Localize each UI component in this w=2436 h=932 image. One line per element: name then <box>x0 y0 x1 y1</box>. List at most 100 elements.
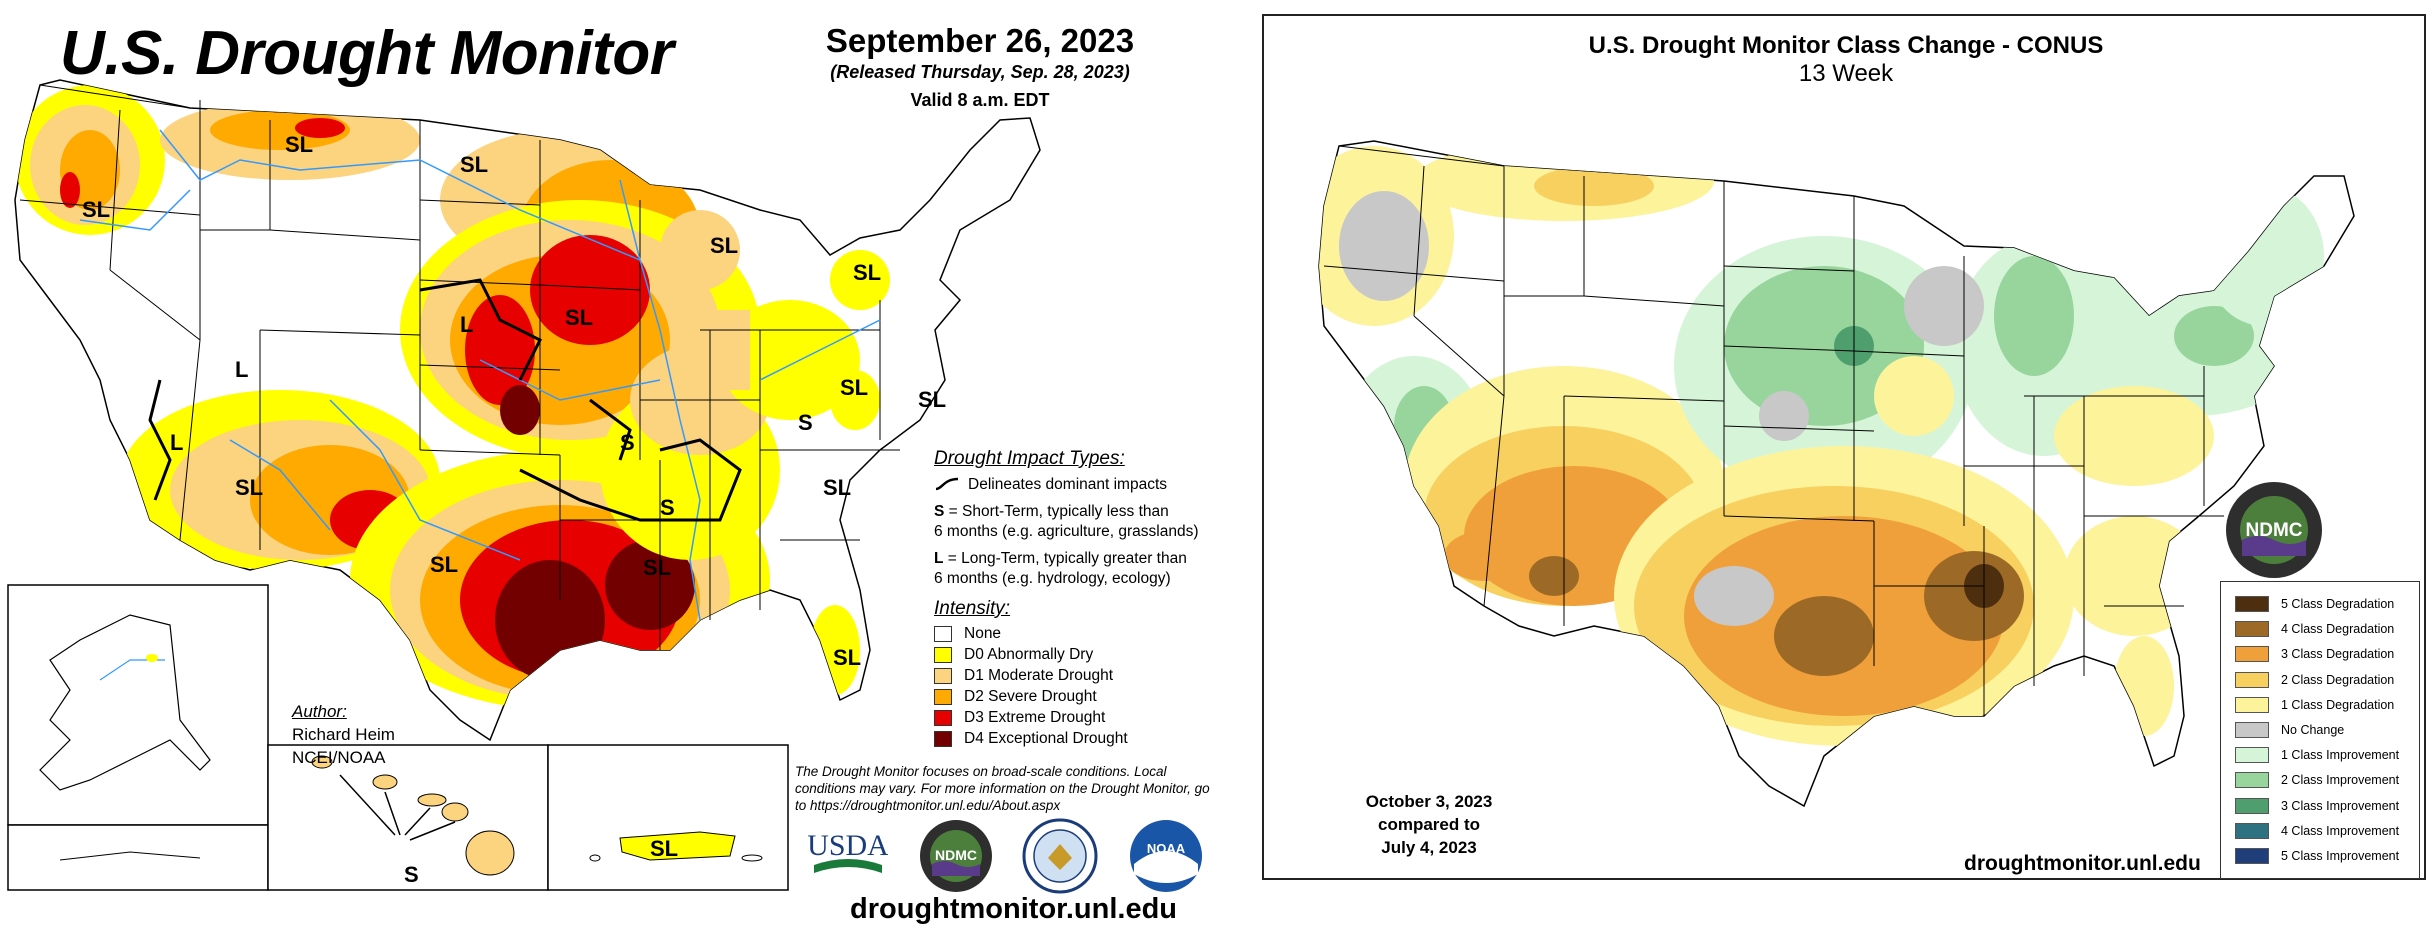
map-impact-label: SL <box>565 305 594 330</box>
legend-swatch <box>2235 822 2269 839</box>
legend-swatch <box>2235 696 2269 713</box>
class-change-legend: 5 Class Degradation 4 Class Degradation 3 … <box>2220 581 2420 879</box>
state-borders-right <box>1323 145 2224 716</box>
class-change-subtitle: 13 Week <box>1798 60 1894 87</box>
map-impact-label: SL <box>710 233 739 258</box>
legend-label: No Change <box>2281 723 2345 737</box>
puerto-rico-shape <box>619 831 736 861</box>
class-legend-item: 4 Class Degradation <box>2235 619 2394 639</box>
intensity-legend-item: D3 Extreme Drought <box>934 708 1105 728</box>
class-change-map <box>1318 140 2355 808</box>
legend-label: D4 Exceptional Drought <box>964 730 1128 747</box>
legend-label: 1 Class Improvement <box>2281 748 2400 763</box>
intensity-legend-item: D4 Exceptional Drought <box>934 729 1128 749</box>
impact-line-desc: Delineates dominant impacts <box>968 476 1168 493</box>
hawaii-islands <box>311 755 515 876</box>
website-url[interactable]: droughtmonitor.unl.edu <box>850 893 1178 925</box>
class-legend-item: 5 Class Improvement <box>2235 846 2399 866</box>
long-term-desc: L = Long-Term, typically greater than <box>934 550 1187 567</box>
intensity-legend-item: D2 Severe Drought <box>934 687 1097 707</box>
author-org: NCEI/NOAA <box>292 748 386 767</box>
legend-label: D3 Extreme Drought <box>964 709 1106 726</box>
noaa-logo: NOAA <box>1128 818 1204 894</box>
short-term-desc-2: 6 months (e.g. agriculture, grasslands) <box>934 523 1199 540</box>
legend-label: 2 Class Improvement <box>2281 773 2400 788</box>
legend-swatch <box>2235 621 2269 638</box>
legend-label: D1 Moderate Drought <box>964 667 1114 684</box>
legend-swatch <box>2235 797 2269 814</box>
release-date: (Released Thursday, Sep. 28, 2023) <box>830 62 1130 82</box>
map-impact-label: SL <box>285 132 314 157</box>
class-legend-item: 1 Class Improvement <box>2235 745 2399 765</box>
map-impact-label: SL <box>918 387 947 412</box>
class-legend-item: 2 Class Degradation <box>2235 670 2394 690</box>
legend-swatch <box>934 626 952 642</box>
map-date: September 26, 2023 <box>825 22 1135 59</box>
intensity-legend-item: D0 Abnormally Dry <box>934 645 1093 665</box>
svg-text:NOAA: NOAA <box>1147 841 1186 856</box>
legend-swatch <box>2235 646 2269 663</box>
ndmc-logo-right: NDMC <box>2224 480 2324 580</box>
map-impact-label: SL <box>650 836 679 861</box>
page-title: U.S. Drought Monitor <box>60 19 674 88</box>
svg-text:USDA: USDA <box>808 829 888 862</box>
short-term-desc: S = Short-Term, typically less than <box>934 503 1169 520</box>
comparison-dates: October 3, 2023 compared to July 4, 2023 <box>1264 790 1594 859</box>
map-impact-label: SL <box>82 197 111 222</box>
legend-label: 2 Class Degradation <box>2281 672 2395 687</box>
rivers <box>79 129 881 621</box>
disclaimer-note: The Drought Monitor focuses on broad-sca… <box>795 764 1210 813</box>
alaska-shape <box>39 614 211 791</box>
svg-text:NDMC: NDMC <box>935 847 977 863</box>
svg-text:NDMC: NDMC <box>2246 520 2303 541</box>
class-legend-item: 1 Class Degradation <box>2235 695 2394 715</box>
impact-line-icon <box>935 477 959 491</box>
map-impact-label: SL <box>430 552 459 577</box>
valid-time: Valid 8 a.m. EDT <box>910 90 1050 110</box>
legend-label: 4 Class Improvement <box>2281 823 2400 838</box>
legend-swatch <box>934 668 952 684</box>
map-impact-label: L <box>460 312 474 337</box>
current-date: October 3, 2023 <box>1365 792 1493 811</box>
compared-to: compared to <box>1377 815 1481 834</box>
map-impact-label: L <box>235 357 249 382</box>
legend-swatch <box>2235 747 2269 764</box>
map-impact-label: S <box>404 862 419 887</box>
legend-swatch <box>2235 772 2269 789</box>
intensity-heading: Intensity: <box>934 598 1011 619</box>
author-heading: Author: <box>292 702 347 721</box>
impact-boundaries <box>148 278 742 522</box>
class-legend-item: 3 Class Improvement <box>2235 796 2399 816</box>
map-impact-label: SL <box>833 645 862 670</box>
website-url-right[interactable]: droughtmonitor.unl.edu <box>1964 852 2201 875</box>
legend-label: 5 Class Degradation <box>2281 597 2395 611</box>
class-legend-item: 2 Class Improvement <box>2235 770 2399 790</box>
legend-swatch <box>2235 671 2269 688</box>
long-term-desc-2: 6 months (e.g. hydrology, ecology) <box>934 570 1171 587</box>
legend-swatch <box>934 731 952 747</box>
usda-logo: USDA <box>808 825 888 881</box>
legend-label: D0 Abnormally Dry <box>964 646 1094 663</box>
puerto-rico-inset-frame <box>547 744 789 891</box>
map-impact-label: SL <box>643 555 672 580</box>
ndmc-logo: NDMC <box>918 818 994 894</box>
map-impact-label: SL <box>235 475 264 500</box>
legend-label: None <box>964 625 1002 642</box>
drought-areas <box>15 85 890 710</box>
class-legend-item: No Change <box>2235 720 2344 740</box>
conus-drought-map <box>7 79 1041 891</box>
legend-swatch <box>2235 596 2269 612</box>
intensity-legend-item: None <box>934 624 1001 644</box>
class-change-title: U.S. Drought Monitor Class Change - CONU… <box>1588 32 2104 59</box>
class-legend-item: 5 Class Degradation <box>2235 594 2394 614</box>
map-impact-label: S <box>620 430 635 455</box>
impact-types-heading: Drought Impact Types: <box>934 448 1125 469</box>
legend-label: 3 Class Degradation <box>2281 647 2395 662</box>
intensity-legend-item: D1 Moderate Drought <box>934 666 1113 686</box>
legend-label: D2 Severe Drought <box>964 688 1097 705</box>
class-change-areas <box>1319 141 2324 746</box>
legend-swatch <box>934 689 952 705</box>
map-impact-label: S <box>798 410 813 435</box>
hawaii-pointer-lines <box>339 774 456 841</box>
class-legend-item: 3 Class Degradation <box>2235 644 2394 664</box>
